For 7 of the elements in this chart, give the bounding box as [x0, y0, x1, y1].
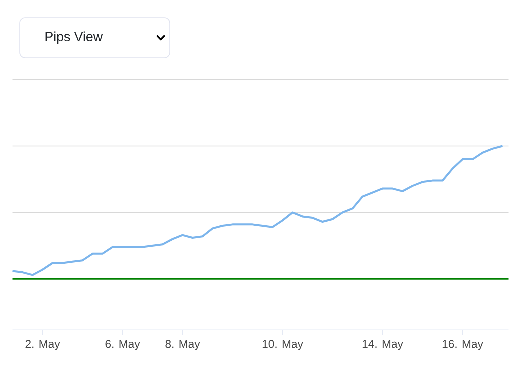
- x-tick-label: 2. May: [26, 340, 60, 350]
- x-tick-label: 16. May: [442, 340, 484, 350]
- x-tick-label: 14. May: [362, 340, 404, 350]
- x-tick-label: 10. May: [262, 340, 304, 350]
- x-tick-label: 8. May: [166, 340, 200, 350]
- text: Pips View: [46, 32, 104, 44]
- x-tick-label: 6. May: [106, 340, 140, 350]
